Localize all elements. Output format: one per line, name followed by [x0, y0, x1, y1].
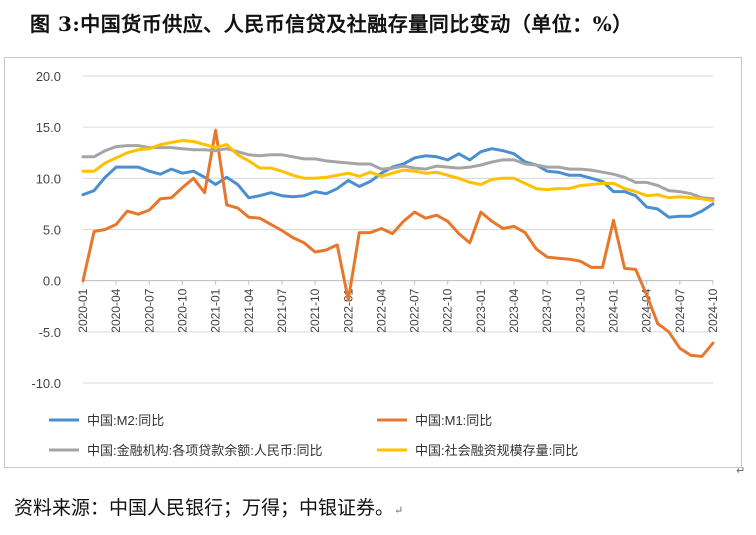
y-tick-label: -10.0 — [31, 376, 61, 391]
x-tick-label: 2020-07 — [142, 288, 156, 332]
x-tick-label: 2021-01 — [209, 288, 223, 332]
y-tick-label: 15.0 — [36, 120, 61, 135]
legend-label: 中国:M1:同比 — [415, 413, 492, 428]
y-tick-label: 0.0 — [43, 274, 61, 289]
legend-label: 中国:M2:同比 — [87, 413, 164, 428]
y-tick-label: 5.0 — [43, 223, 61, 238]
legend-label: 中国:社会融资规模存量:同比 — [415, 443, 578, 458]
x-tick-label: 2022-04 — [374, 288, 388, 332]
x-tick-label: 2024-07 — [673, 288, 687, 332]
paragraph-mark-icon: ↵ — [394, 504, 404, 517]
x-tick-label: 2024-10 — [706, 288, 720, 332]
x-tick-label: 2021-10 — [308, 288, 322, 332]
series-line-4 — [81, 139, 715, 203]
x-tick-label: 2022-01 — [341, 288, 355, 332]
x-tick-label: 2024-01 — [607, 288, 621, 332]
source-text: 资料来源：中国人民银行；万得；中银证券。 — [14, 497, 395, 519]
legend-label: 中国:金融机构:各项贷款余额:人民币:同比 — [87, 443, 322, 458]
x-tick-label: 2023-01 — [474, 288, 488, 332]
x-tick-label: 2020-04 — [109, 288, 123, 332]
y-tick-label: 20.0 — [36, 69, 61, 84]
line-chart: -10.0 -5.0 0.0 5.0 10.0 15.0 20.0 2020-01 2020-0… — [31, 69, 720, 458]
figure-title: 图 3:中国货币供应、人民币信贷及社融存量同比变动（单位：%） — [30, 12, 633, 36]
x-tick-label: 2020-10 — [175, 288, 189, 332]
x-tick-label: 2021-04 — [242, 288, 256, 332]
x-tick-label: 2023-10 — [573, 288, 587, 332]
paragraph-mark-icon: ↵ — [736, 464, 746, 477]
x-tick-label: 2024-04 — [640, 288, 654, 332]
chart-area: -10.0 -5.0 0.0 5.0 10.0 15.0 20.0 2020-01 2020-0… — [4, 57, 742, 468]
y-tick-label: 10.0 — [36, 171, 61, 186]
source-note: 资料来源：中国人民银行；万得；中银证券。↵ — [14, 493, 403, 520]
x-tick-label: 2020-01 — [76, 288, 90, 332]
series-line-2 — [81, 128, 715, 358]
x-tick-label: 2022-07 — [408, 288, 422, 332]
x-tick-label: 2022-10 — [441, 288, 455, 332]
x-tick-label: 2023-04 — [507, 288, 521, 332]
x-tick-label: 2023-07 — [540, 288, 554, 332]
y-tick-label: -5.0 — [39, 325, 61, 340]
series-line-1 — [81, 147, 715, 219]
series-line-3 — [81, 144, 715, 201]
x-tick-label: 2021-07 — [275, 288, 289, 332]
